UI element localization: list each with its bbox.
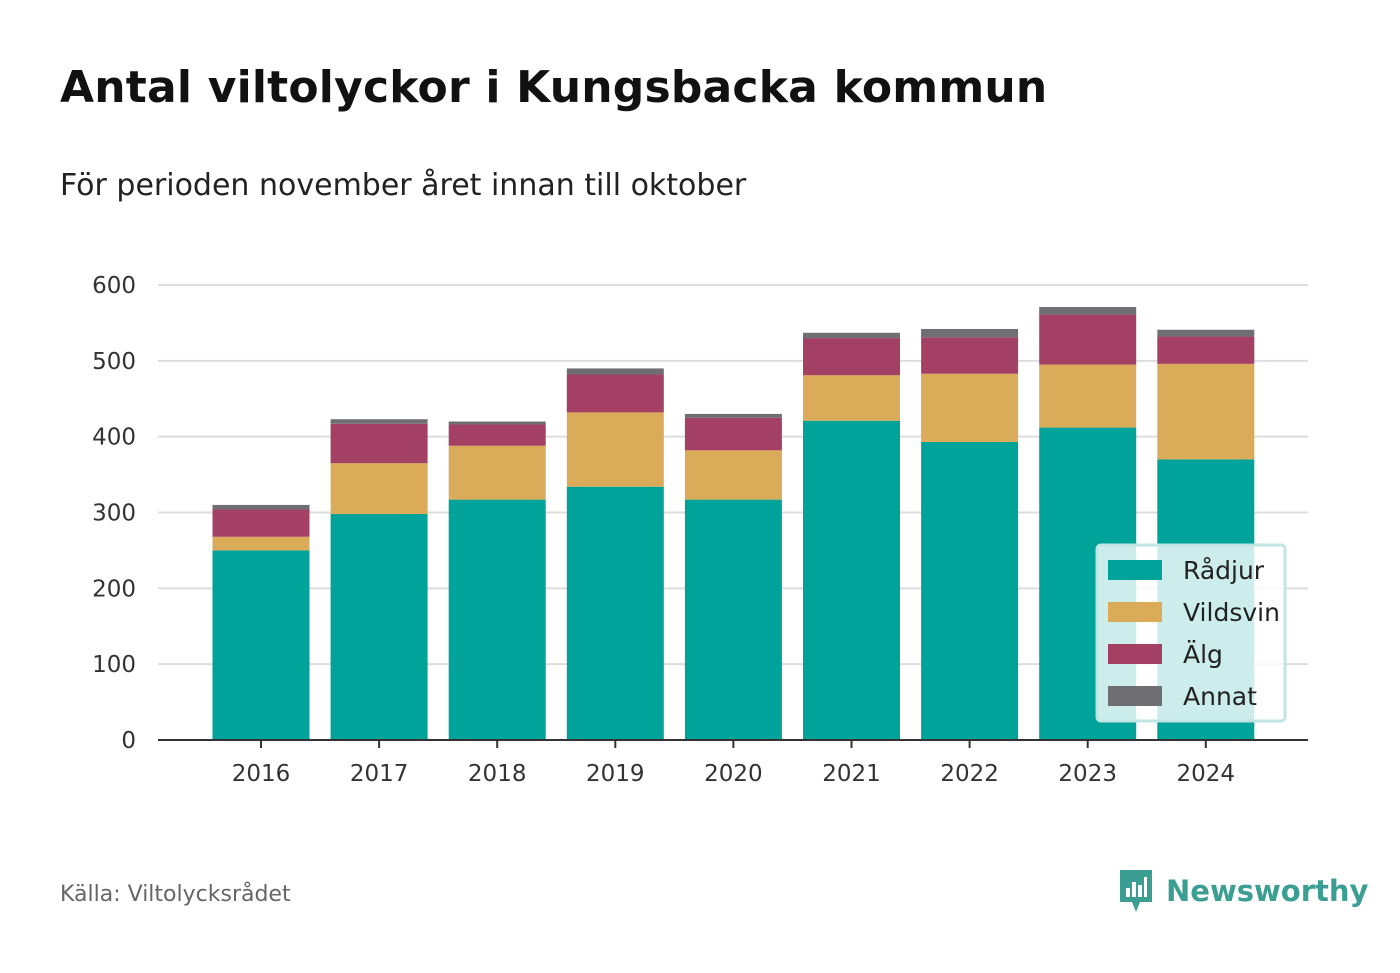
y-tick-label: 0 xyxy=(121,728,136,754)
bar-segment-älg-2016 xyxy=(212,509,310,537)
bar-segment-annat-2019 xyxy=(566,368,664,375)
legend-label: Älg xyxy=(1183,640,1223,669)
bar-segment-rådjur-2022 xyxy=(921,441,1019,740)
bar-segment-rådjur-2017 xyxy=(330,514,428,740)
bar-segment-annat-2017 xyxy=(330,419,428,424)
bar-segment-rådjur-2020 xyxy=(684,499,782,740)
bar-segment-annat-2021 xyxy=(803,332,900,339)
y-tick-label: 100 xyxy=(92,652,136,678)
bar-segment-vildsvin-2023 xyxy=(1039,364,1137,428)
x-tick-label: 2018 xyxy=(468,761,527,787)
bar-segment-annat-2022 xyxy=(921,328,1019,338)
bar-segment-annat-2016 xyxy=(212,504,310,510)
x-axis-ticks: 2016 2017 2018 2019 2020 2021 2022 2023 2024 xyxy=(232,740,1235,787)
bar-segment-älg-2018 xyxy=(448,424,546,446)
bar-segment-älg-2024 xyxy=(1157,336,1255,364)
bars xyxy=(212,306,1255,740)
bar-segment-rådjur-2018 xyxy=(448,499,546,740)
x-tick-label: 2017 xyxy=(350,761,409,787)
x-tick-label: 2023 xyxy=(1058,761,1117,787)
y-tick-label: 600 xyxy=(92,273,136,299)
y-tick-label: 300 xyxy=(92,501,136,527)
bar-segment-älg-2023 xyxy=(1039,314,1137,365)
x-tick-label: 2021 xyxy=(822,761,881,787)
x-tick-label: 2024 xyxy=(1177,761,1236,787)
bar-segment-älg-2017 xyxy=(330,423,428,464)
legend-swatch-älg xyxy=(1108,644,1162,664)
bar-segment-annat-2018 xyxy=(448,421,546,425)
bar-segment-vildsvin-2018 xyxy=(448,445,546,500)
brand-logo: Newsworthy xyxy=(1118,868,1368,914)
y-tick-label: 400 xyxy=(92,425,136,451)
bar-segment-vildsvin-2024 xyxy=(1157,363,1255,460)
newsworthy-logo-icon xyxy=(1120,870,1152,912)
bar-segment-vildsvin-2016 xyxy=(212,536,310,551)
chart-title: Antal viltolyckor i Kungsbacka kommun xyxy=(60,62,1048,113)
bar-segment-rådjur-2021 xyxy=(803,420,900,740)
bar-segment-vildsvin-2017 xyxy=(330,463,428,515)
bar-segment-älg-2021 xyxy=(803,338,900,376)
x-tick-label: 2020 xyxy=(704,761,763,787)
legend-label: Annat xyxy=(1183,682,1257,711)
bar-segment-vildsvin-2022 xyxy=(921,373,1019,442)
legend-box xyxy=(1095,543,1287,723)
bar-segment-annat-2023 xyxy=(1039,306,1137,315)
bar-segment-rådjur-2016 xyxy=(212,550,310,740)
bar-segment-vildsvin-2020 xyxy=(684,450,782,500)
legend-swatch-vildsvin xyxy=(1108,602,1162,622)
bar-segment-annat-2020 xyxy=(684,413,782,418)
chart-subtitle: För perioden november året innan till ok… xyxy=(60,168,747,203)
y-tick-label: 200 xyxy=(92,576,136,602)
bar-segment-älg-2019 xyxy=(566,374,664,413)
legend-label: Vildsvin xyxy=(1183,598,1280,627)
bar-segment-vildsvin-2019 xyxy=(566,412,664,487)
bar-segment-älg-2022 xyxy=(921,337,1019,374)
bar-segment-rådjur-2019 xyxy=(566,486,664,740)
x-tick-label: 2019 xyxy=(586,761,645,787)
y-tick-label: 500 xyxy=(92,349,136,375)
legend-swatch-annat xyxy=(1108,686,1162,706)
y-axis-ticks: 0 100 200 300 400 500 600 xyxy=(92,273,136,754)
legend-swatch-rådjur xyxy=(1108,560,1162,580)
legend-label: Rådjur xyxy=(1183,556,1265,585)
legend: Rådjur Vildsvin Älg Annat xyxy=(1095,543,1287,723)
x-tick-label: 2022 xyxy=(940,761,999,787)
bar-segment-annat-2024 xyxy=(1157,329,1255,337)
x-tick-label: 2016 xyxy=(232,761,291,787)
brand-name: Newsworthy xyxy=(1166,874,1369,908)
source-note: Källa: Viltolycksrådet xyxy=(60,882,291,907)
bar-segment-älg-2020 xyxy=(684,417,782,451)
bar-segment-vildsvin-2021 xyxy=(803,375,900,421)
